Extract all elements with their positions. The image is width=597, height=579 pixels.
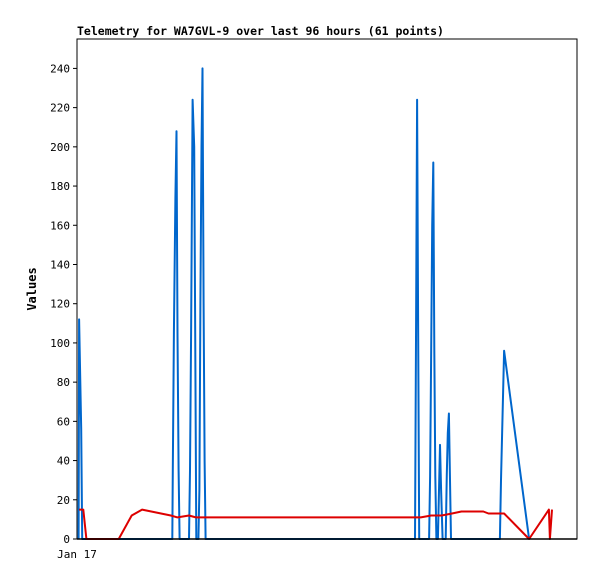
y-axis-ticks: 0 20 40 60 80 100 120 140 160 180 200 220 240 [50, 62, 77, 546]
y-tick-label: 40 [57, 455, 70, 468]
y-tick-label: 60 [57, 415, 70, 428]
y-tick-label: 160 [50, 219, 70, 232]
y-axis-label: Values [25, 267, 39, 310]
x-axis-ticks: Jan 17 [57, 548, 97, 561]
chart-title: Telemetry for WA7GVL-9 over last 96 hour… [77, 24, 444, 38]
series-line-2 [79, 508, 553, 540]
y-tick-label: 240 [50, 62, 70, 75]
y-tick-label: 20 [57, 494, 70, 507]
y-tick-label: 220 [50, 102, 70, 115]
x-tick-label: Jan 17 [57, 548, 97, 561]
y-tick-label: 0 [63, 533, 70, 546]
y-tick-label: 180 [50, 180, 70, 193]
y-tick-label: 100 [50, 337, 70, 350]
y-tick-label: 140 [50, 258, 70, 271]
series-line-1 [77, 67, 531, 540]
series-lines [77, 67, 577, 540]
y-tick-label: 200 [50, 141, 70, 154]
y-tick-label: 120 [50, 298, 70, 311]
y-tick-label: 80 [57, 376, 70, 389]
